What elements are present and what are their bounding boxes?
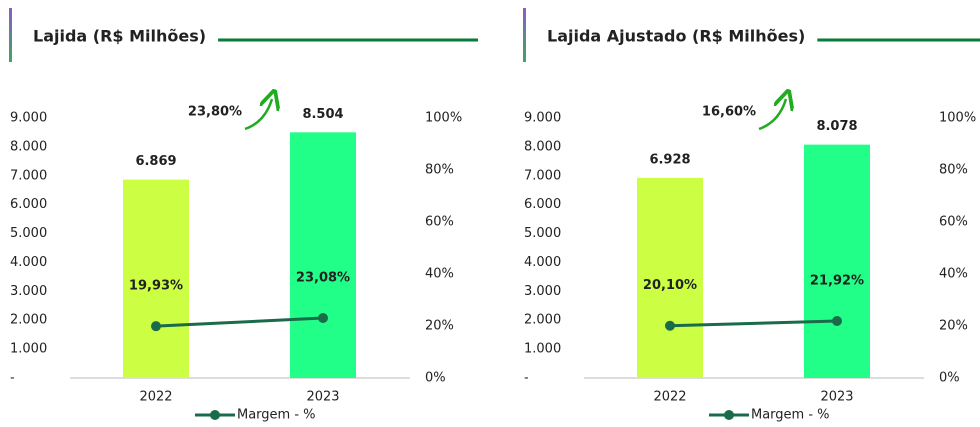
y2-tick-label: 80% bbox=[939, 163, 968, 178]
bar-label: 6.928 bbox=[649, 152, 690, 167]
margin-point bbox=[318, 312, 328, 323]
y-tick-label: 3.000 bbox=[10, 284, 47, 299]
growth-annotation: 16,60% bbox=[702, 105, 756, 120]
y-tick-label: 2.000 bbox=[10, 313, 47, 328]
y2-tick-label: 100% bbox=[425, 111, 462, 126]
y-tick-label: 9.000 bbox=[10, 111, 47, 126]
bar bbox=[290, 132, 356, 378]
y2-tick-label: 20% bbox=[939, 319, 968, 334]
y-tick-label: 8.000 bbox=[524, 139, 561, 154]
margin-line bbox=[669, 319, 838, 328]
margin-point bbox=[665, 320, 675, 331]
legend-label: Margem - % bbox=[751, 408, 830, 423]
legend-dot bbox=[724, 410, 734, 420]
y-tick-label: - bbox=[10, 371, 15, 386]
y-tick-label: 1.000 bbox=[10, 342, 47, 357]
y-tick-label: 7.000 bbox=[10, 168, 47, 183]
margin-label: 19,93% bbox=[129, 279, 183, 294]
y-tick-label: 3.000 bbox=[524, 284, 561, 299]
y-tick-label: 5.000 bbox=[524, 226, 561, 241]
bar bbox=[637, 177, 703, 378]
x-tick-label: 2023 bbox=[820, 390, 853, 405]
bar-label: 6.869 bbox=[135, 154, 176, 169]
y-tick-label: 4.000 bbox=[524, 255, 561, 270]
x-tick-label: 2023 bbox=[306, 390, 339, 405]
title-accent bbox=[9, 8, 12, 62]
y2-tick-label: 0% bbox=[425, 371, 446, 386]
margin-point bbox=[832, 316, 842, 327]
y-tick-label: 5.000 bbox=[10, 226, 47, 241]
y-tick-label: 9.000 bbox=[524, 111, 561, 126]
y-tick-label: - bbox=[524, 371, 529, 386]
y2-tick-label: 40% bbox=[425, 267, 454, 282]
y-tick-label: 7.000 bbox=[524, 168, 561, 183]
x-tick-label: 2022 bbox=[653, 390, 686, 405]
margin-label: 20,10% bbox=[643, 278, 697, 293]
legend-dot bbox=[210, 410, 220, 420]
y2-tick-label: 100% bbox=[939, 111, 976, 126]
bar-label: 8.504 bbox=[302, 107, 343, 122]
title-accent bbox=[523, 8, 526, 62]
growth-arrow bbox=[244, 99, 272, 131]
x-tick-label: 2022 bbox=[139, 390, 172, 405]
y-tick-label: 8.000 bbox=[10, 139, 47, 154]
chart-title: Lajida (R$ Milhões) bbox=[33, 27, 206, 46]
margin-label: 21,92% bbox=[810, 274, 864, 289]
bar-label: 8.078 bbox=[816, 119, 857, 134]
margin-label: 23,08% bbox=[296, 270, 350, 285]
legend-label: Margem - % bbox=[237, 408, 316, 423]
y-tick-label: 6.000 bbox=[524, 197, 561, 212]
y2-tick-label: 60% bbox=[939, 215, 968, 230]
margin-point bbox=[151, 321, 161, 332]
y2-tick-label: 80% bbox=[425, 163, 454, 178]
y2-tick-label: 40% bbox=[939, 267, 968, 282]
y2-tick-label: 60% bbox=[425, 215, 454, 230]
y-tick-label: 2.000 bbox=[524, 313, 561, 328]
y-tick-label: 4.000 bbox=[10, 255, 47, 270]
bar bbox=[804, 144, 870, 378]
y-tick-label: 1.000 bbox=[524, 342, 561, 357]
growth-annotation: 23,80% bbox=[188, 105, 242, 120]
y2-tick-label: 0% bbox=[939, 371, 960, 386]
y2-tick-label: 20% bbox=[425, 319, 454, 334]
growth-arrow bbox=[758, 99, 786, 131]
bar bbox=[123, 179, 189, 378]
y-tick-label: 6.000 bbox=[10, 197, 47, 212]
margin-line bbox=[155, 316, 324, 328]
chart-title: Lajida Ajustado (R$ Milhões) bbox=[547, 27, 805, 46]
